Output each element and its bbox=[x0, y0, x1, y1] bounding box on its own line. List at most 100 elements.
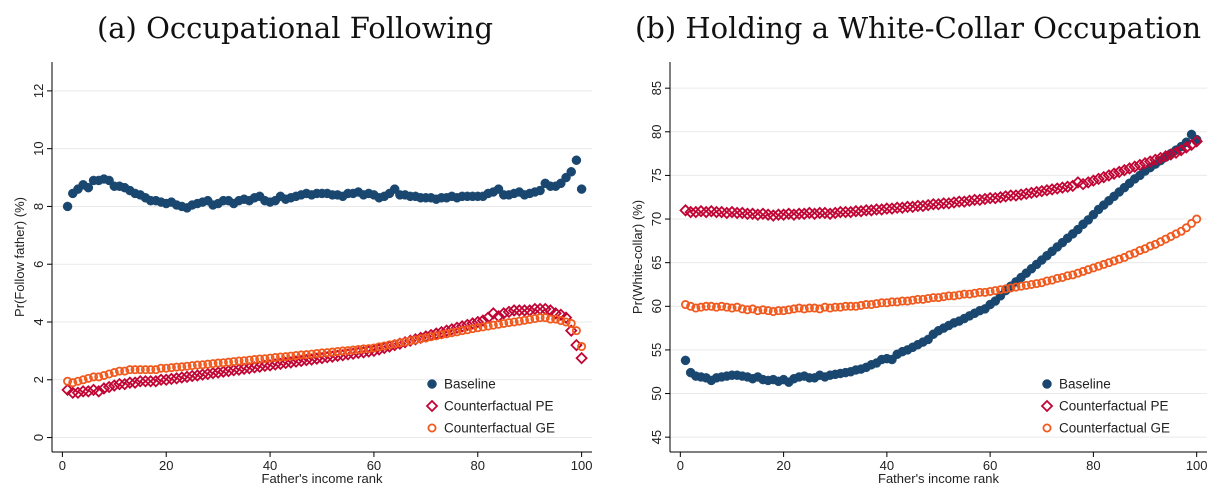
marker bbox=[947, 196, 961, 209]
marker bbox=[1133, 158, 1147, 172]
marker bbox=[913, 294, 923, 304]
marker bbox=[975, 287, 985, 297]
marker bbox=[679, 204, 692, 217]
marker bbox=[916, 199, 930, 213]
marker bbox=[1099, 259, 1109, 269]
marker bbox=[198, 360, 208, 370]
y-tick-label: 85 bbox=[649, 81, 664, 95]
x-tick-label: 20 bbox=[776, 458, 790, 473]
marker bbox=[187, 361, 197, 371]
marker bbox=[571, 155, 582, 165]
marker bbox=[1006, 283, 1016, 293]
marker bbox=[779, 306, 789, 316]
marker bbox=[794, 303, 804, 313]
marker bbox=[1056, 181, 1069, 194]
legend-marker bbox=[1040, 399, 1054, 413]
marker bbox=[140, 365, 150, 375]
marker bbox=[851, 301, 861, 311]
marker bbox=[1011, 282, 1021, 292]
x-axis-label: Father's income rank bbox=[878, 471, 999, 486]
marker bbox=[525, 314, 535, 324]
marker bbox=[1050, 182, 1064, 195]
marker bbox=[258, 359, 272, 373]
marker bbox=[436, 330, 446, 340]
marker bbox=[577, 342, 587, 352]
marker bbox=[248, 361, 261, 374]
marker bbox=[455, 320, 469, 333]
marker bbox=[717, 301, 727, 311]
marker bbox=[763, 306, 773, 316]
marker bbox=[566, 167, 576, 177]
marker bbox=[317, 348, 327, 358]
marker bbox=[507, 304, 521, 317]
marker bbox=[208, 359, 218, 369]
marker bbox=[841, 301, 851, 311]
marker bbox=[177, 362, 187, 372]
marker bbox=[932, 197, 945, 211]
marker bbox=[301, 350, 311, 360]
marker bbox=[766, 209, 780, 222]
marker bbox=[1159, 149, 1172, 163]
marker bbox=[968, 193, 981, 207]
marker bbox=[737, 304, 747, 314]
marker bbox=[123, 376, 137, 389]
marker bbox=[989, 191, 1002, 205]
marker bbox=[828, 206, 842, 220]
marker bbox=[720, 206, 734, 220]
marker bbox=[291, 351, 301, 361]
marker bbox=[866, 300, 876, 310]
marker bbox=[384, 340, 394, 350]
y-tick-label: 75 bbox=[649, 168, 664, 182]
marker bbox=[1149, 153, 1162, 166]
marker bbox=[1135, 245, 1145, 255]
marker bbox=[483, 321, 493, 331]
marker bbox=[799, 304, 809, 314]
y-tick-label: 80 bbox=[649, 125, 664, 139]
marker bbox=[494, 319, 504, 329]
marker bbox=[509, 317, 519, 327]
marker bbox=[865, 204, 878, 217]
marker bbox=[830, 302, 840, 312]
marker bbox=[1092, 172, 1105, 186]
marker bbox=[808, 207, 821, 221]
x-tick-label: 80 bbox=[471, 458, 485, 473]
marker bbox=[753, 306, 763, 316]
marker bbox=[518, 304, 531, 317]
marker bbox=[872, 299, 882, 309]
marker bbox=[279, 356, 292, 370]
marker bbox=[504, 318, 514, 328]
y-tick-label: 0 bbox=[31, 434, 46, 441]
marker bbox=[395, 338, 405, 348]
marker bbox=[1192, 214, 1202, 224]
marker bbox=[556, 316, 566, 326]
marker bbox=[861, 300, 871, 310]
marker bbox=[551, 314, 561, 324]
marker bbox=[307, 349, 317, 359]
y-axis-label: Pr(Follow father) (%) bbox=[12, 197, 27, 317]
marker bbox=[73, 376, 83, 386]
marker bbox=[823, 207, 837, 221]
marker bbox=[192, 360, 202, 370]
marker bbox=[1169, 146, 1183, 160]
marker bbox=[1118, 163, 1131, 177]
marker bbox=[182, 361, 192, 371]
marker bbox=[1181, 223, 1191, 233]
marker bbox=[227, 363, 241, 377]
marker bbox=[253, 360, 266, 374]
marker bbox=[1078, 266, 1088, 276]
marker bbox=[374, 342, 384, 352]
marker bbox=[497, 307, 511, 320]
y-tick-label: 60 bbox=[649, 299, 664, 313]
marker bbox=[727, 303, 737, 313]
marker bbox=[139, 374, 152, 388]
marker bbox=[1081, 176, 1095, 189]
marker bbox=[165, 372, 178, 386]
marker bbox=[1030, 185, 1043, 199]
marker bbox=[561, 317, 571, 327]
marker bbox=[1145, 241, 1155, 251]
marker bbox=[985, 286, 995, 296]
marker bbox=[689, 205, 703, 219]
marker bbox=[1125, 250, 1135, 260]
marker bbox=[450, 321, 464, 335]
